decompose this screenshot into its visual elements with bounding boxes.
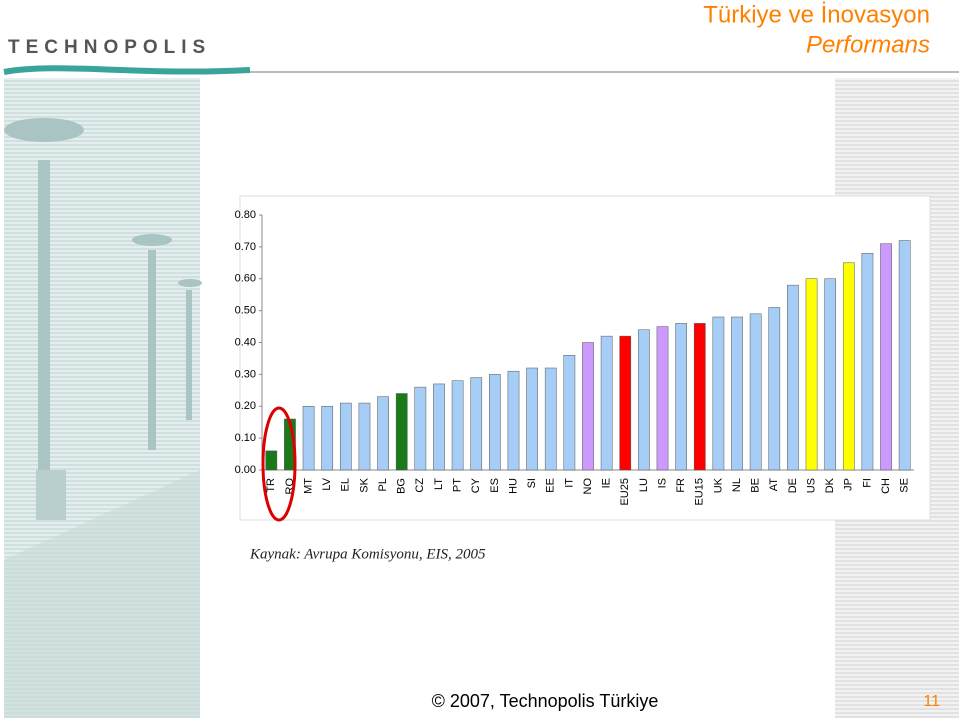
x-tick-label: SE (899, 478, 911, 493)
x-tick-label: HU (507, 478, 519, 494)
bar (638, 329, 650, 471)
bar (805, 278, 818, 471)
x-tick-label: FR (675, 478, 687, 493)
x-tick-label: DK (824, 477, 836, 493)
x-tick-label: BE (750, 478, 762, 493)
bar (433, 383, 445, 471)
x-tick-label: IS (656, 478, 668, 488)
x-tick-label: MT (302, 478, 314, 494)
bar (377, 396, 389, 471)
x-tick-label: US (805, 478, 817, 493)
bar (526, 367, 538, 471)
x-tick-label: JP (843, 478, 855, 491)
x-tick-label: CH (880, 478, 892, 494)
bar (768, 307, 781, 471)
bar (861, 253, 874, 471)
bar (693, 323, 706, 471)
footer: © 2007, Technopolis Türkiye (432, 691, 659, 711)
bar (507, 370, 520, 471)
bar (582, 342, 594, 471)
bar (358, 402, 371, 471)
y-tick-label: 0.40 (235, 336, 256, 348)
title: Türkiye ve İnovasyon (703, 1, 930, 28)
bar (749, 313, 762, 471)
bar (395, 393, 408, 471)
x-tick-label: EE (545, 478, 557, 493)
bar (265, 450, 278, 471)
y-tick-label: 0.80 (235, 209, 256, 221)
bar (731, 316, 743, 471)
bar (619, 335, 632, 471)
bar (656, 326, 669, 471)
x-tick-label: FI (861, 478, 873, 488)
page-number: 11 (923, 693, 940, 710)
y-tick-label: 0.20 (235, 400, 256, 412)
bar (489, 374, 501, 471)
bar (675, 323, 687, 471)
bar (824, 278, 837, 471)
x-tick-label: SK (358, 477, 370, 492)
x-tick-label: EL (340, 478, 352, 491)
bar (898, 240, 911, 471)
x-tick-label: IE (601, 478, 613, 488)
x-tick-label: IT (563, 478, 575, 488)
y-tick-label: 0.60 (235, 273, 256, 285)
x-tick-label: CZ (414, 478, 426, 493)
source: Kaynak: Avrupa Komisyonu, EIS, 2005 (249, 546, 486, 562)
x-tick-label: LV (321, 477, 333, 490)
x-tick-label: NL (731, 478, 743, 492)
y-tick-label: 0.10 (235, 432, 256, 444)
bar (470, 377, 483, 471)
x-tick-label: AT (768, 478, 780, 492)
x-tick-label: TR (265, 478, 277, 493)
bar (563, 355, 576, 471)
highlight-circle (261, 406, 297, 522)
y-tick-label: 0.30 (235, 368, 256, 380)
x-tick-label: PT (452, 478, 464, 492)
logo: TECHNOPOLIS (8, 37, 211, 58)
bar (414, 386, 427, 471)
bar (880, 243, 892, 471)
title: Performans (806, 31, 930, 58)
x-tick-label: PL (377, 478, 389, 491)
bar (321, 406, 334, 471)
bar (339, 402, 352, 471)
y-tick-label: 0.70 (235, 241, 256, 253)
bar (712, 316, 725, 471)
x-tick-label: ES (489, 478, 501, 493)
lamp-posts (4, 118, 202, 718)
bar (544, 367, 557, 471)
bar (600, 335, 613, 471)
x-tick-label: DE (787, 478, 799, 493)
bar (451, 380, 464, 471)
x-tick-label: EU15 (694, 478, 706, 506)
bar (787, 284, 799, 471)
x-tick-label: BG (396, 478, 408, 494)
x-tick-label: LT (433, 478, 445, 490)
x-tick-label: SI (526, 478, 538, 488)
y-tick-label: 0.00 (235, 464, 256, 476)
x-tick-label: CY (470, 477, 482, 493)
x-tick-label: UK (712, 477, 724, 493)
x-tick-label: NO (582, 478, 594, 495)
x-tick-label: EU25 (619, 478, 631, 506)
bar (302, 406, 315, 471)
y-tick-label: 0.50 (235, 305, 256, 317)
logo-swoosh (3, 65, 251, 75)
bar (842, 262, 855, 471)
x-tick-label: LU (638, 478, 650, 492)
